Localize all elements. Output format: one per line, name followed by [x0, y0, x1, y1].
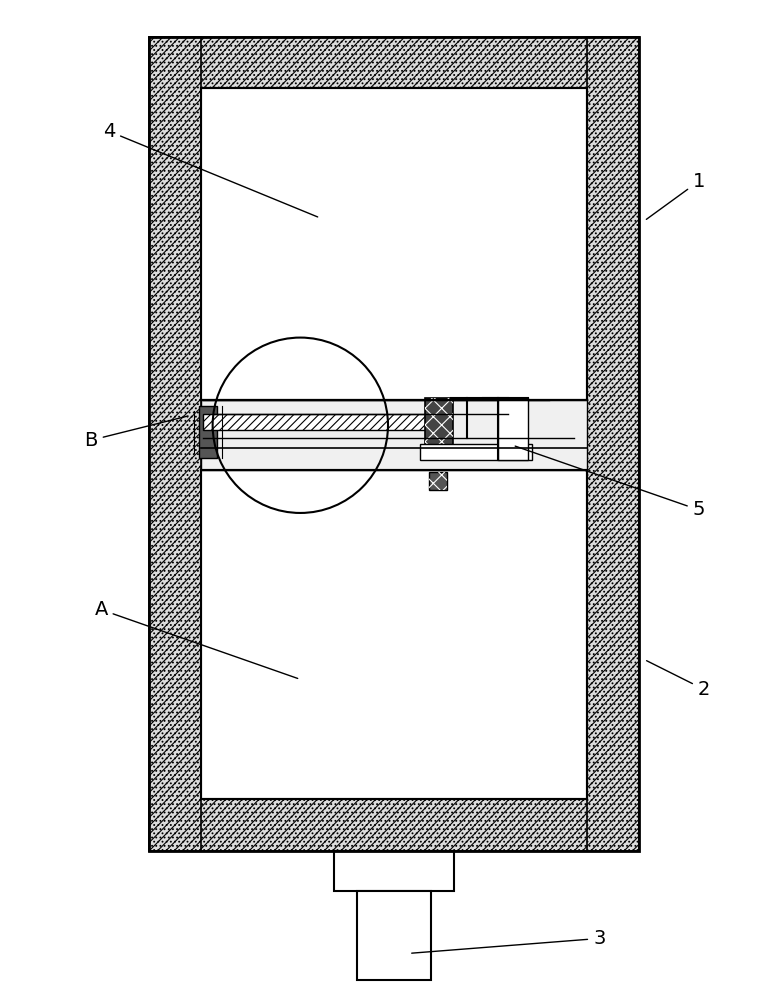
Text: A: A — [95, 600, 298, 678]
Bar — [429, 472, 447, 490]
Bar — [149, 37, 201, 851]
Bar — [497, 398, 527, 460]
Bar — [201, 88, 587, 400]
Bar — [203, 414, 430, 430]
Text: 1: 1 — [647, 172, 705, 219]
Bar — [357, 891, 431, 980]
Bar — [198, 406, 216, 458]
Bar — [420, 444, 533, 460]
Text: 4: 4 — [103, 122, 318, 217]
Bar — [587, 37, 639, 851]
Bar — [201, 88, 587, 400]
Bar — [149, 37, 639, 88]
Text: 5: 5 — [515, 446, 705, 519]
Bar — [201, 470, 587, 799]
Text: 2: 2 — [647, 661, 710, 699]
Bar — [149, 799, 639, 851]
Bar — [149, 37, 201, 851]
Bar — [425, 398, 453, 450]
Bar — [149, 799, 639, 851]
Bar — [201, 470, 587, 799]
Bar — [149, 37, 639, 851]
Bar — [334, 851, 454, 891]
Bar — [425, 398, 453, 450]
Bar — [429, 472, 447, 490]
Bar — [201, 400, 587, 470]
Text: B: B — [84, 416, 188, 450]
Bar — [149, 37, 639, 88]
Bar — [587, 37, 639, 851]
Text: 3: 3 — [412, 929, 605, 953]
